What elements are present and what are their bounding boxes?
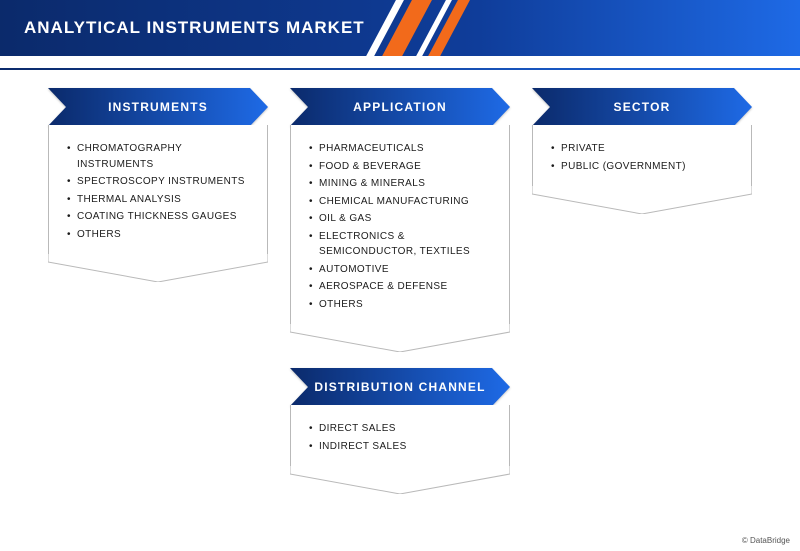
spacer (0, 56, 800, 68)
card-panel-distribution: DIRECT SALES INDIRECT SALES (290, 405, 510, 466)
card-distribution: DISTRIBUTION CHANNEL DIRECT SALES INDIRECT… (290, 368, 510, 494)
list-item: AEROSPACE & DEFENSE (309, 279, 495, 295)
title-banner: ANALYTICAL INSTRUMENTS MARKET (0, 0, 800, 56)
card-heading-distribution: DISTRIBUTION CHANNEL (290, 368, 510, 406)
card-heading-label: SECTOR (532, 88, 752, 126)
panel-tail (290, 466, 510, 494)
list-item: OTHERS (67, 227, 253, 243)
card-application: APPLICATION PHARMACEUTICALS FOOD & BEVERAG… (290, 88, 510, 352)
list-item: ELECTRONICS & SEMICONDUCTOR, TEXTILES (309, 229, 495, 260)
list-item: INDIRECT SALES (309, 439, 495, 455)
diagram-stage: INSTRUMENTS CHROMATOGRAPHY INSTRUMENTS SPE… (0, 70, 800, 551)
list-item: PRIVATE (551, 141, 737, 157)
list-item: OIL & GAS (309, 211, 495, 227)
card-panel-instruments: CHROMATOGRAPHY INSTRUMENTS SPECTROSCOPY I… (48, 125, 268, 254)
card-instruments: INSTRUMENTS CHROMATOGRAPHY INSTRUMENTS SPE… (48, 88, 268, 282)
list-item: DIRECT SALES (309, 421, 495, 437)
footer-credit: © DataBridge (742, 536, 790, 545)
page-title: ANALYTICAL INSTRUMENTS MARKET (24, 18, 365, 38)
list-item: CHEMICAL MANUFACTURING (309, 194, 495, 210)
list-item: SPECTROSCOPY INSTRUMENTS (67, 174, 253, 190)
card-heading-application: APPLICATION (290, 88, 510, 126)
list-item: PUBLIC (GOVERNMENT) (551, 159, 737, 175)
card-heading-label: APPLICATION (290, 88, 510, 126)
panel-tail (532, 186, 752, 214)
card-panel-application: PHARMACEUTICALS FOOD & BEVERAGEMINING & M… (290, 125, 510, 324)
list-item: COATING THICKNESS GAUGES (67, 209, 253, 225)
item-list: DIRECT SALES INDIRECT SALES (309, 421, 495, 454)
list-item: AUTOMOTIVE (309, 262, 495, 278)
card-heading-sector: SECTOR (532, 88, 752, 126)
panel-tail (48, 254, 268, 282)
list-item: MINING & MINERALS (309, 176, 495, 192)
item-list: PHARMACEUTICALS FOOD & BEVERAGEMINING & M… (309, 141, 495, 312)
panel-tail (290, 324, 510, 352)
list-item: THERMAL ANALYSIS (67, 192, 253, 208)
list-item: OTHERS (309, 297, 495, 313)
card-heading-instruments: INSTRUMENTS (48, 88, 268, 126)
list-item: PHARMACEUTICALS (309, 141, 495, 157)
list-item: FOOD & BEVERAGE (309, 159, 495, 175)
card-heading-label: INSTRUMENTS (48, 88, 268, 126)
card-sector: SECTOR PRIVATE PUBLIC (GOVERNMENT) (532, 88, 752, 214)
item-list: PRIVATE PUBLIC (GOVERNMENT) (551, 141, 737, 174)
list-item: CHROMATOGRAPHY INSTRUMENTS (67, 141, 253, 172)
item-list: CHROMATOGRAPHY INSTRUMENTS SPECTROSCOPY I… (67, 141, 253, 242)
card-panel-sector: PRIVATE PUBLIC (GOVERNMENT) (532, 125, 752, 186)
card-heading-label: DISTRIBUTION CHANNEL (290, 368, 510, 406)
